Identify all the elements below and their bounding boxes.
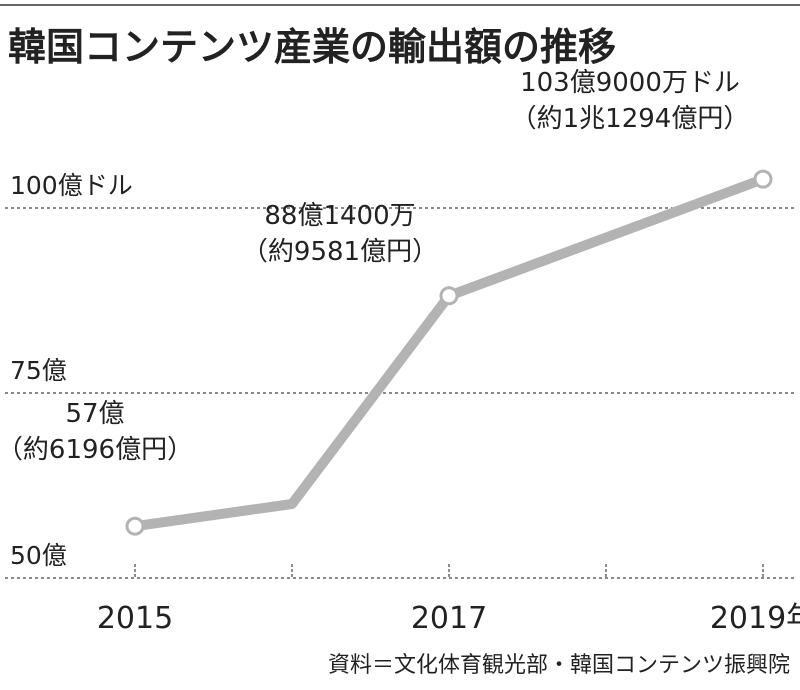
y-tick-label: 75億 [10,356,67,385]
marker [753,169,773,189]
source: 資料＝文化体育観光部・韓国コンテンツ振興院 [328,653,790,678]
yen-label: （約9581億円） [242,237,438,267]
x-tick-label: 2019年 [710,601,800,636]
line [134,174,765,532]
chart-title: 韓国コンテンツ産業の輸出額の推移 [8,25,616,69]
marker [439,286,459,306]
yen-label: （約1兆1294億円） [511,104,750,134]
value-label: 88億1400万 [264,201,415,231]
value-label: 103億9000万ドル [520,68,740,98]
x-tick-label: 2015 [97,601,173,636]
yen-label: （約6196億円） [0,435,193,465]
x-tick-label: 2017 [411,601,487,636]
y-tick-label: 50億 [10,541,67,570]
y-tick-label: 100億ドル [10,171,133,200]
marker [125,516,145,536]
value-label: 57億 [65,399,124,429]
